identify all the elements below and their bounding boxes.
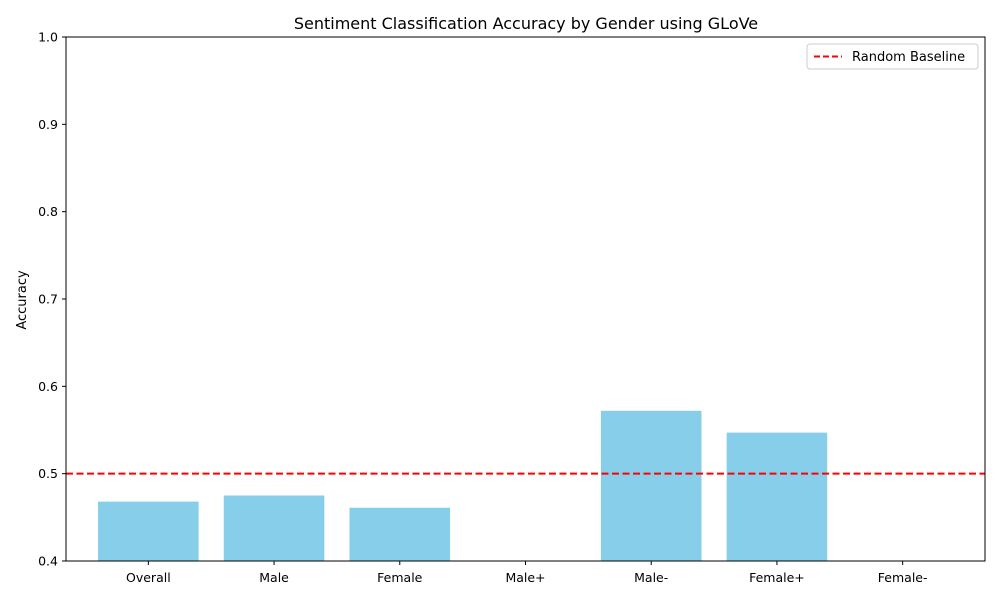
y-tick-label: 0.5 [38,466,58,481]
y-tick-label: 0.7 [38,292,58,307]
bar-male [223,495,325,561]
bars-layer [98,410,828,561]
y-tick-label: 1.0 [38,30,58,45]
bar-female-plus [726,432,828,561]
y-tick-label: 0.4 [38,554,58,569]
x-tick-label: Male+ [505,570,545,585]
plot-frame [65,36,986,562]
x-tick-label: Overall [126,570,171,585]
x-tick-label: Female [377,570,423,585]
bar-female [349,507,451,561]
legend-box [806,43,979,70]
x-tick-label: Female- [878,570,928,585]
x-tick-label: Male [259,570,289,585]
y-tick-label: 0.6 [38,379,58,394]
bar-male-minus [600,410,702,561]
y-axis: 0.4 0.5 0.6 0.7 0.8 0.9 1.0 [38,30,66,569]
legend-baseline-label: Random Baseline [852,50,965,65]
y-tick-label: 0.8 [38,204,58,219]
y-tick-label: 0.9 [38,117,58,132]
y-axis-title: Accuracy [15,270,30,330]
bar-overall [98,501,199,561]
x-axis: Overall Male Female Male+ Male- Female+ Female… [126,561,928,585]
legend: Random Baseline [806,43,979,70]
chart-title: Sentiment Classification Accuracy by Gen… [294,14,758,33]
x-tick-label: Female+ [749,570,805,585]
x-tick-label: Male- [634,570,668,585]
